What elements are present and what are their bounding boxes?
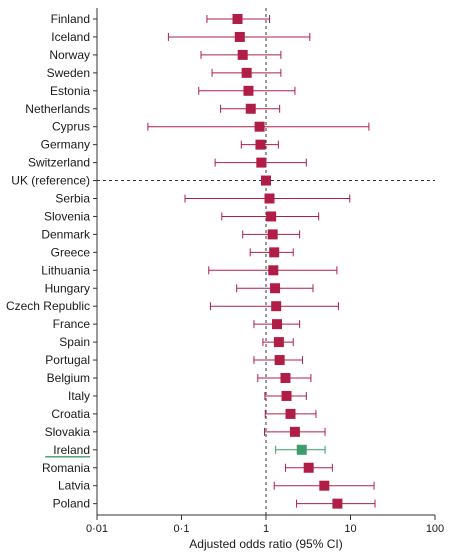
category-label-norway: Norway	[49, 48, 90, 62]
x-tick-label: 0·01	[86, 523, 108, 535]
x-tick-label: 0·1	[174, 523, 190, 535]
point-estimate-poland	[332, 498, 343, 509]
point-estimate-hungary	[270, 283, 281, 294]
point-estimate-greece	[269, 247, 280, 258]
point-estimate-uk-reference	[261, 175, 271, 186]
category-label-germany: Germany	[41, 138, 90, 152]
point-estimate-portugal	[274, 355, 285, 366]
point-estimate-croatia	[285, 408, 296, 419]
category-label-iceland: Iceland	[51, 30, 90, 44]
point-estimate-finland	[232, 14, 243, 24]
category-label-spain: Spain	[59, 335, 90, 349]
point-estimate-estonia	[243, 85, 254, 96]
category-label-greece: Greece	[51, 245, 91, 259]
category-label-ireland: Ireland	[53, 443, 90, 457]
category-label-netherlands: Netherlands	[25, 102, 90, 116]
point-estimate-germany	[255, 139, 266, 150]
point-estimate-czech-republic	[271, 301, 282, 312]
category-label-sweden: Sweden	[47, 66, 90, 80]
category-label-croatia: Croatia	[51, 407, 90, 421]
point-estimate-denmark	[267, 229, 278, 240]
point-estimate-sweden	[241, 67, 252, 78]
category-label-lithuania: Lithuania	[41, 263, 90, 277]
category-label-romania: Romania	[42, 461, 90, 475]
category-label-france: France	[53, 317, 91, 331]
point-estimate-italy	[281, 390, 292, 401]
x-tick-label: 100	[426, 523, 444, 535]
point-estimate-netherlands	[245, 103, 256, 114]
category-label-switzerland: Switzerland	[28, 156, 90, 170]
point-estimate-ireland	[296, 444, 307, 455]
x-axis-title: Adjusted odds ratio (95% CI)	[189, 537, 342, 551]
point-estimate-slovenia	[266, 211, 277, 222]
point-estimate-romania	[303, 462, 314, 473]
point-estimate-cyprus	[254, 121, 265, 132]
category-label-portugal: Portugal	[45, 353, 90, 367]
category-label-italy: Italy	[68, 389, 90, 403]
category-label-czech-republic: Czech Republic	[6, 299, 90, 313]
point-estimate-spain	[273, 337, 284, 348]
point-estimate-slovakia	[289, 426, 300, 437]
category-label-hungary: Hungary	[45, 281, 90, 295]
point-estimate-serbia	[264, 193, 275, 204]
category-label-slovenia: Slovenia	[44, 209, 90, 223]
category-label-denmark: Denmark	[41, 227, 91, 241]
point-estimate-norway	[237, 49, 248, 60]
category-label-latvia: Latvia	[58, 479, 90, 493]
point-estimate-lithuania	[268, 265, 279, 276]
point-estimate-iceland	[234, 31, 245, 42]
x-tick-label: 1	[263, 523, 269, 535]
point-estimate-belgium	[280, 373, 291, 383]
category-label-finland: Finland	[51, 12, 90, 26]
category-label-slovakia: Slovakia	[45, 425, 91, 439]
category-label-estonia: Estonia	[50, 84, 90, 98]
category-label-serbia: Serbia	[55, 192, 90, 206]
point-estimate-latvia	[319, 480, 330, 491]
point-estimate-switzerland	[256, 157, 267, 168]
category-label-belgium: Belgium	[47, 371, 90, 385]
x-tick-label: 10	[344, 523, 356, 535]
point-estimate-france	[272, 319, 283, 330]
category-label-uk-reference: UK (reference)	[11, 174, 90, 188]
category-label-poland: Poland	[53, 497, 90, 511]
category-label-cyprus: Cyprus	[52, 120, 90, 134]
